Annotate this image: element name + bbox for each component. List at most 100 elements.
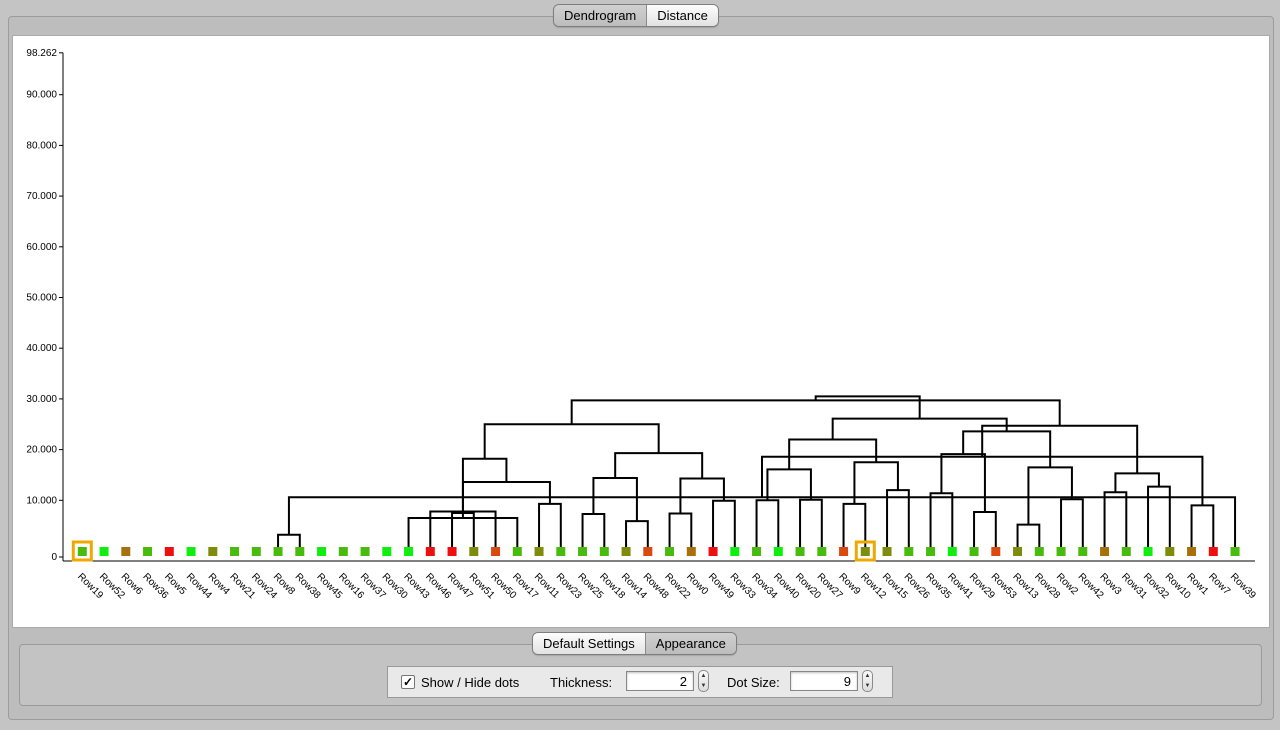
thickness-stepper[interactable]: ▲ ▼: [698, 670, 709, 692]
dendrogram-branch: [755, 499, 780, 551]
stepper-down-icon[interactable]: ▼: [700, 683, 707, 689]
leaf-dot: [512, 547, 522, 556]
view-tab-control: Dendrogram Distance: [553, 4, 719, 27]
y-tick-label: 90.000: [26, 90, 57, 101]
tab-default-settings[interactable]: Default Settings: [533, 633, 646, 654]
leaf-dot: [447, 547, 457, 556]
leaf-dot: [556, 547, 566, 556]
leaf-dot: [491, 547, 501, 556]
leaf-dot: [186, 547, 196, 556]
leaf-dot: [839, 547, 849, 556]
leaf-dot: [947, 547, 957, 556]
dendrogram-branch: [973, 510, 997, 551]
leaf-dot: [1187, 547, 1197, 556]
leaf-dot: [295, 547, 305, 556]
dendrogram-branch: [581, 512, 606, 551]
leaf-dot: [360, 547, 370, 556]
dendrogram-branch: [712, 499, 736, 551]
leaf-dot: [926, 547, 936, 556]
leaf-highlight: [71, 540, 93, 562]
leaf-dot: [817, 547, 827, 556]
leaf-dot: [730, 547, 740, 556]
dendrogram-branch: [570, 399, 1061, 426]
dendrogram-branch: [679, 477, 725, 514]
y-tick-label: 40.000: [26, 343, 57, 354]
leaf-dot: [1208, 547, 1218, 556]
dendrogram-branch: [668, 512, 693, 551]
leaf-dot: [230, 547, 240, 556]
leaf-dot: [338, 547, 348, 556]
dendrogram-branch: [962, 430, 1052, 468]
leaf-dot: [317, 547, 327, 556]
y-tick-label: 30.000: [26, 394, 57, 405]
leaf-dot: [1056, 547, 1066, 556]
dendrogram-tree: [277, 395, 1237, 551]
leaf-dot: [143, 547, 153, 556]
tab-appearance[interactable]: Appearance: [645, 633, 736, 654]
dendrogram-branch: [831, 417, 1008, 440]
y-tick-label: 0: [51, 552, 57, 563]
stepper-up-icon[interactable]: ▲: [700, 673, 707, 679]
y-axis: 0 10.000 20.000 30.000 40.000 50.000 60.000 70.…: [26, 48, 1255, 563]
leaf-dot: [969, 547, 979, 556]
dendrogram-branch: [1060, 498, 1084, 551]
tab-dendrogram[interactable]: Dendrogram: [554, 5, 648, 26]
leaf-dot: [578, 547, 588, 556]
y-tick-label: 10.000: [26, 495, 57, 506]
y-tick-label: 20.000: [26, 445, 57, 456]
leaf-label: Row39: [1228, 571, 1258, 601]
dendrogram-branch: [461, 481, 551, 519]
dendrogram-branch: [1103, 491, 1128, 551]
leaf-dot: [1100, 547, 1110, 556]
dot-size-stepper[interactable]: ▲ ▼: [862, 670, 873, 692]
leaf-dots: [71, 540, 1240, 562]
dot-size-field[interactable]: 9: [790, 671, 858, 691]
dendrogram-branch: [625, 520, 649, 551]
leaf-dot: [599, 547, 609, 556]
y-tick-label: 70.000: [26, 191, 57, 202]
leaf-dot: [164, 547, 174, 556]
leaf-dot: [121, 547, 131, 556]
stepper-down-icon[interactable]: ▼: [864, 683, 871, 689]
dendrogram-branch: [940, 453, 986, 512]
leaf-dot: [773, 547, 783, 556]
dendrogram-branch: [886, 489, 910, 551]
leaf-dot: [99, 547, 109, 556]
leaf-dot: [1121, 547, 1131, 556]
leaf-dot: [425, 547, 435, 556]
dendrogram-branch: [1027, 466, 1073, 525]
leaf-dot: [665, 547, 675, 556]
leaf-dot: [686, 547, 696, 556]
dendrogram-branch: [614, 452, 704, 479]
leaf-dot: [382, 547, 392, 556]
y-tick-label: 60.000: [26, 242, 57, 253]
leaf-dot: [882, 547, 892, 556]
thickness-label: Thickness:: [550, 675, 613, 690]
leaf-dot: [251, 547, 261, 556]
stepper-up-icon[interactable]: ▲: [864, 673, 871, 679]
leaf-dot: [1034, 547, 1044, 556]
dendrogram-branch: [799, 498, 823, 551]
dendrogram-plot-area: 0 10.000 20.000 30.000 40.000 50.000 60.000 70.…: [12, 35, 1270, 628]
dendrogram-chart: 0 10.000 20.000 30.000 40.000 50.000 60.000 70.…: [26, 48, 1258, 602]
dendrogram-branch: [1190, 504, 1215, 551]
leaf-dot: [273, 547, 283, 556]
leaf-dot: [404, 547, 414, 556]
dendrogram-branch: [407, 517, 519, 551]
show-hide-dots-checkbox[interactable]: ✓: [401, 675, 415, 689]
leaf-dot: [752, 547, 762, 556]
leaf-dot: [77, 547, 87, 556]
tab-distance[interactable]: Distance: [647, 5, 718, 26]
leaf-dot: [708, 547, 718, 556]
leaf-dot: [621, 547, 631, 556]
dendrogram-branch: [538, 502, 562, 551]
settings-tab-control: Default Settings Appearance: [532, 632, 737, 655]
leaf-labels: Row19Row52Row6Row36Row5Row44Row4Row21Row…: [75, 571, 1258, 601]
leaf-dot: [991, 547, 1001, 556]
dendrogram-branch: [981, 424, 1139, 474]
leaf-dot: [860, 547, 870, 556]
thickness-field[interactable]: 2: [626, 671, 694, 691]
dendrogram-branch: [788, 438, 878, 470]
leaf-dot: [1013, 547, 1023, 556]
dendrogram-branch: [842, 502, 867, 551]
